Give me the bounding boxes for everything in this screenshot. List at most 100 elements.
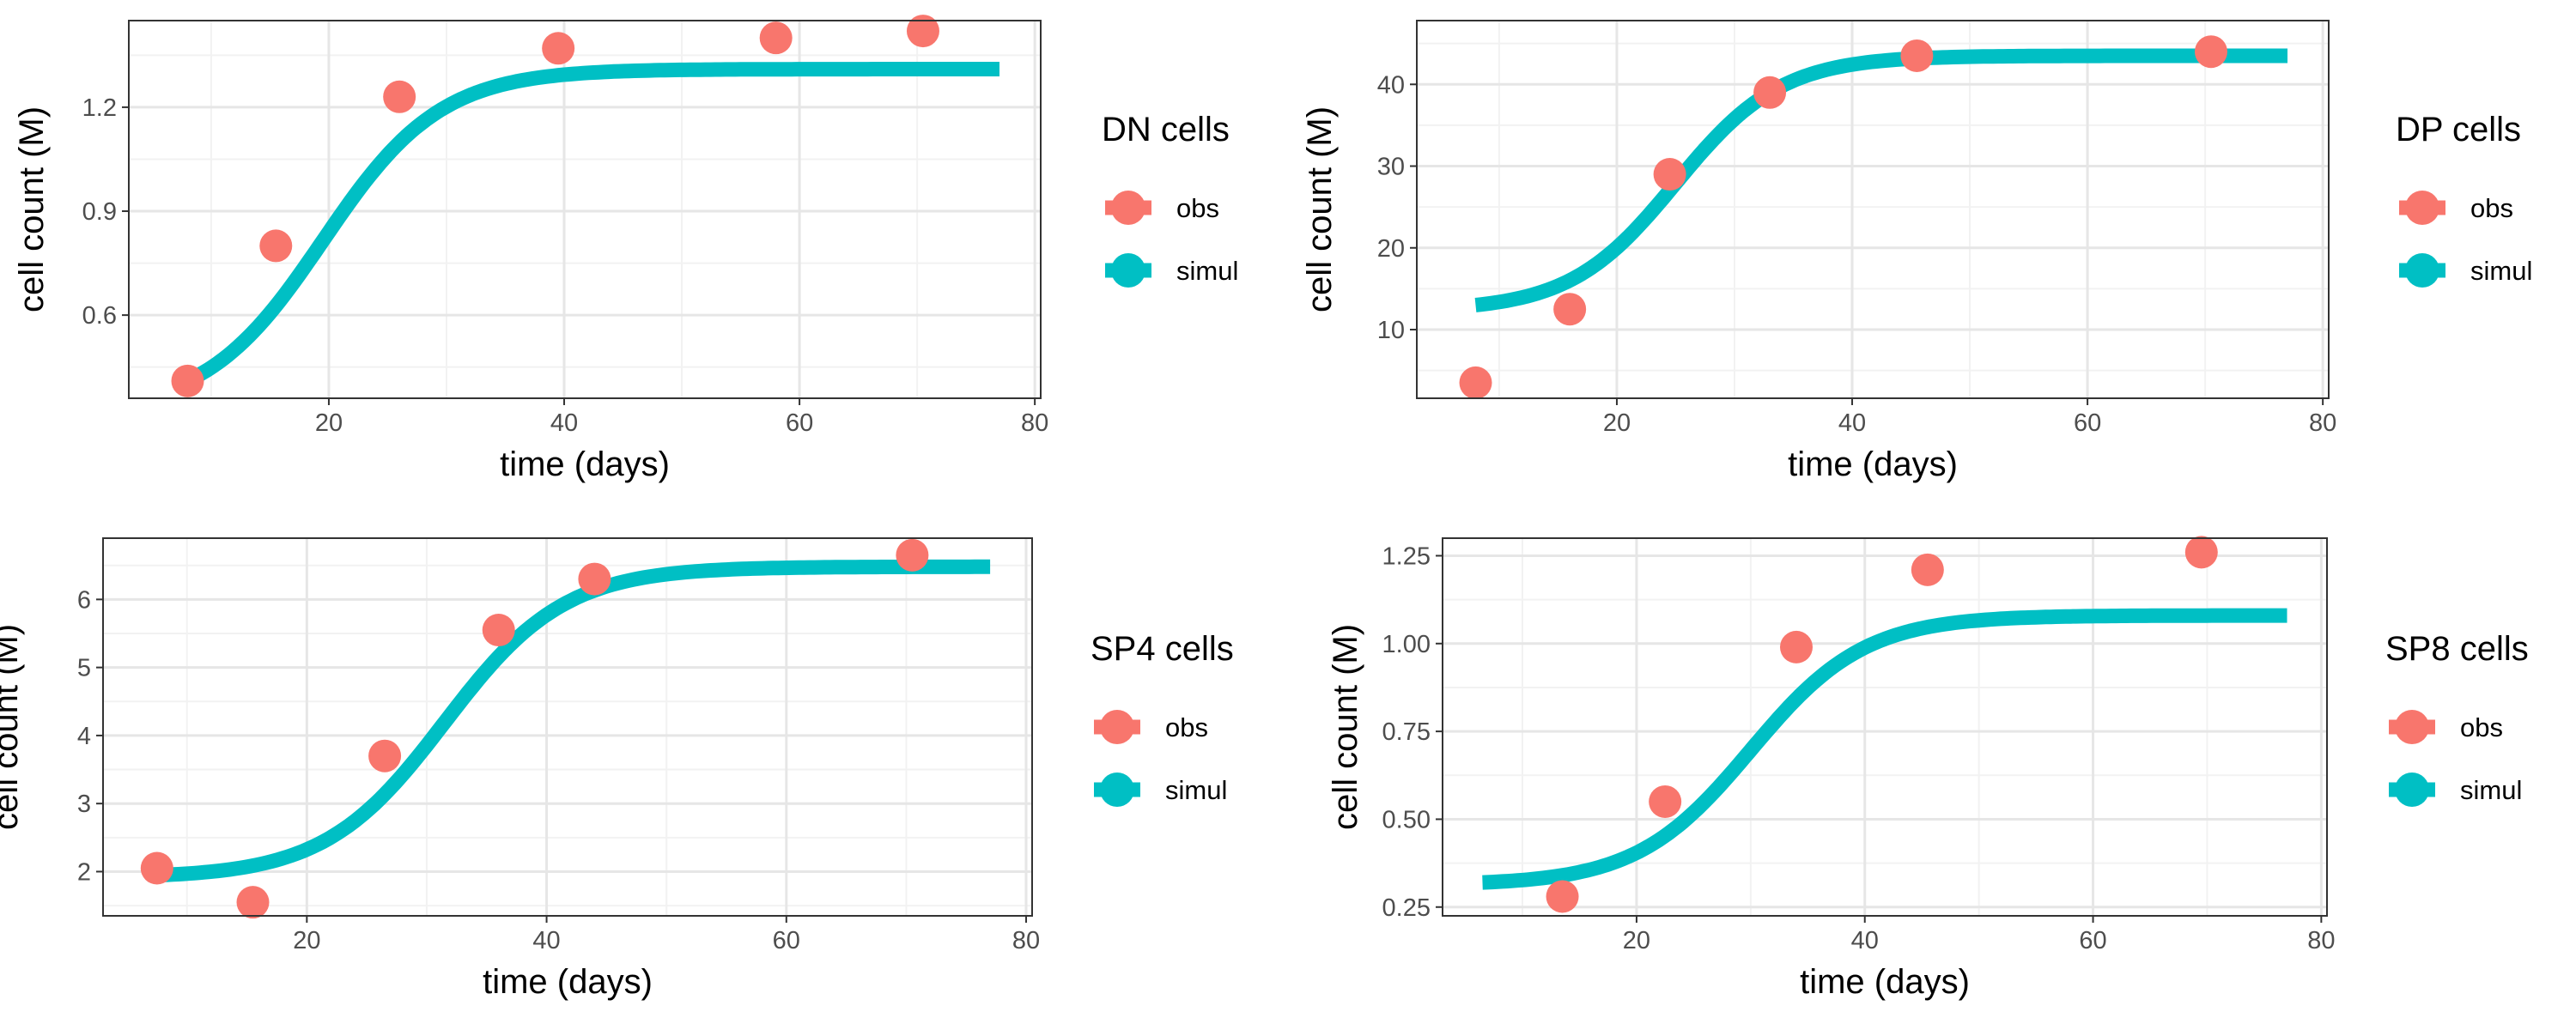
legend-title: SP8 cells (2385, 630, 2529, 668)
panel-border (102, 537, 1033, 917)
legend-key-point (2395, 772, 2429, 807)
x-tick-label: 60 (786, 409, 813, 437)
panel-dn: 20 40 60 80 0.6 0.9 1.2 time (days) cell count (… (13, 15, 1048, 483)
legend-title: DP cells (2396, 111, 2521, 148)
data-point-obs (140, 851, 173, 885)
legend-key-point (1100, 710, 1134, 744)
legend-title: DN cells (1102, 111, 1230, 148)
panel-border (128, 20, 1042, 399)
legend-label-simul: simul (2470, 256, 2532, 286)
x-axis-title: time (days) (1800, 963, 1970, 1001)
y-tick-label: 20 (1377, 235, 1405, 263)
y-tick-label: 4 (77, 723, 91, 750)
x-tick-label: 60 (2079, 927, 2106, 954)
panel-dp: 20 40 60 80 10 20 30 40 time (days) cell count (M… (1301, 20, 2336, 483)
x-tick-label: 80 (2307, 927, 2335, 954)
y-tick-label: 40 (1377, 71, 1405, 99)
legend-key-point (2395, 710, 2429, 744)
y-tick-label: 1.2 (82, 94, 117, 122)
x-tick-label: 80 (1021, 409, 1048, 437)
x-tick-label: 20 (1603, 409, 1631, 437)
panel-border (1442, 537, 2328, 917)
legend-dp: DP cells obs simul (2396, 111, 2532, 288)
x-tick-label: 40 (1851, 927, 1879, 954)
x-tick-label: 80 (2309, 409, 2336, 437)
data-point-obs (1649, 785, 1682, 818)
series-line-simul (1479, 608, 2290, 890)
plot-area-dn (129, 21, 1041, 398)
data-point-obs (171, 364, 204, 397)
x-tick-label: 60 (773, 927, 800, 954)
data-point-obs (1780, 630, 1813, 663)
data-point-obs (2184, 536, 2218, 569)
y-tick-label: 10 (1377, 317, 1405, 344)
legend-sp8: SP8 cells obs simul (2385, 630, 2529, 807)
data-point-obs (906, 15, 939, 48)
legend-label-obs: obs (1176, 193, 1219, 223)
legend-sp4: SP4 cells obs simul (1091, 630, 1234, 807)
x-tick-label: 80 (1012, 927, 1040, 954)
data-point-obs (1753, 76, 1787, 109)
legend-label-obs: obs (2470, 193, 2513, 223)
data-point-obs (1911, 553, 1944, 586)
legend-label-simul: simul (1165, 775, 1227, 805)
legend-label-simul: simul (2460, 775, 2522, 805)
series-line-simul (184, 62, 1002, 388)
legend-key-point (1111, 253, 1145, 288)
legend-label-obs: obs (1165, 712, 1208, 742)
y-tick-label: 30 (1377, 154, 1405, 181)
data-point-obs (259, 229, 293, 263)
plot-area-dp (1417, 21, 2329, 398)
y-tick-label: 0.6 (82, 302, 117, 330)
legend-key-point (1100, 772, 1134, 807)
data-point-obs (896, 538, 929, 572)
y-tick-label: 0.25 (1382, 894, 1431, 922)
data-point-obs (1553, 293, 1587, 326)
legend-key-point (2405, 253, 2439, 288)
data-point-obs (2194, 35, 2227, 69)
y-tick-label: 2 (77, 858, 91, 886)
series-line-simul (1473, 48, 2290, 312)
y-tick-label: 1.00 (1382, 631, 1431, 658)
data-point-obs (1900, 39, 1934, 72)
y-tick-label: 6 (77, 586, 91, 614)
x-axis-title: time (days) (483, 963, 653, 1001)
data-point-obs (542, 32, 575, 65)
x-tick-label: 20 (315, 409, 343, 437)
legend-dn: DN cells obs simul (1102, 111, 1238, 288)
x-tick-label: 40 (550, 409, 578, 437)
data-point-obs (368, 739, 402, 772)
data-point-obs (1546, 880, 1579, 913)
y-axis-title: cell count (M) (13, 106, 51, 312)
data-point-obs (383, 80, 416, 113)
data-point-obs (236, 886, 270, 919)
y-tick-label: 0.9 (82, 198, 117, 226)
y-tick-label: 0.50 (1382, 806, 1431, 833)
y-axis-title: cell count (M) (0, 624, 25, 830)
data-point-obs (482, 614, 515, 647)
data-point-obs (1459, 366, 1492, 399)
legend-key-point (1111, 191, 1145, 225)
legend-label-obs: obs (2460, 712, 2503, 742)
x-tick-label: 40 (532, 927, 560, 954)
grid-dn (129, 21, 1041, 398)
y-tick-label: 0.75 (1382, 718, 1431, 746)
x-tick-label: 60 (2074, 409, 2101, 437)
x-axis-title: time (days) (500, 445, 670, 483)
y-axis-title: cell count (M) (1301, 106, 1339, 312)
y-tick-label: 3 (77, 791, 91, 818)
x-tick-label: 20 (1623, 927, 1650, 954)
x-axis-title: time (days) (1788, 445, 1958, 483)
data-point-obs (1653, 158, 1686, 191)
legend-label-simul: simul (1176, 256, 1238, 286)
plot-area-sp8 (1443, 538, 2327, 916)
x-tick-label: 40 (1838, 409, 1866, 437)
panel-sp8: 20 40 60 80 0.25 0.50 0.75 1.00 1.25 time (days) c… (1327, 536, 2335, 1001)
data-point-obs (578, 562, 611, 596)
grid-dp (1417, 21, 2329, 398)
panel-border (1416, 20, 2330, 399)
y-tick-label: 5 (77, 655, 91, 682)
series-line-simul (161, 559, 993, 882)
legend-title: SP4 cells (1091, 630, 1234, 668)
